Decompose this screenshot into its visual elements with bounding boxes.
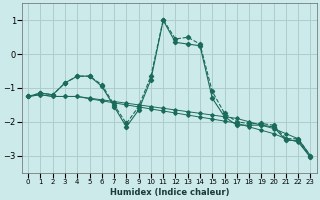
X-axis label: Humidex (Indice chaleur): Humidex (Indice chaleur) xyxy=(109,188,229,197)
